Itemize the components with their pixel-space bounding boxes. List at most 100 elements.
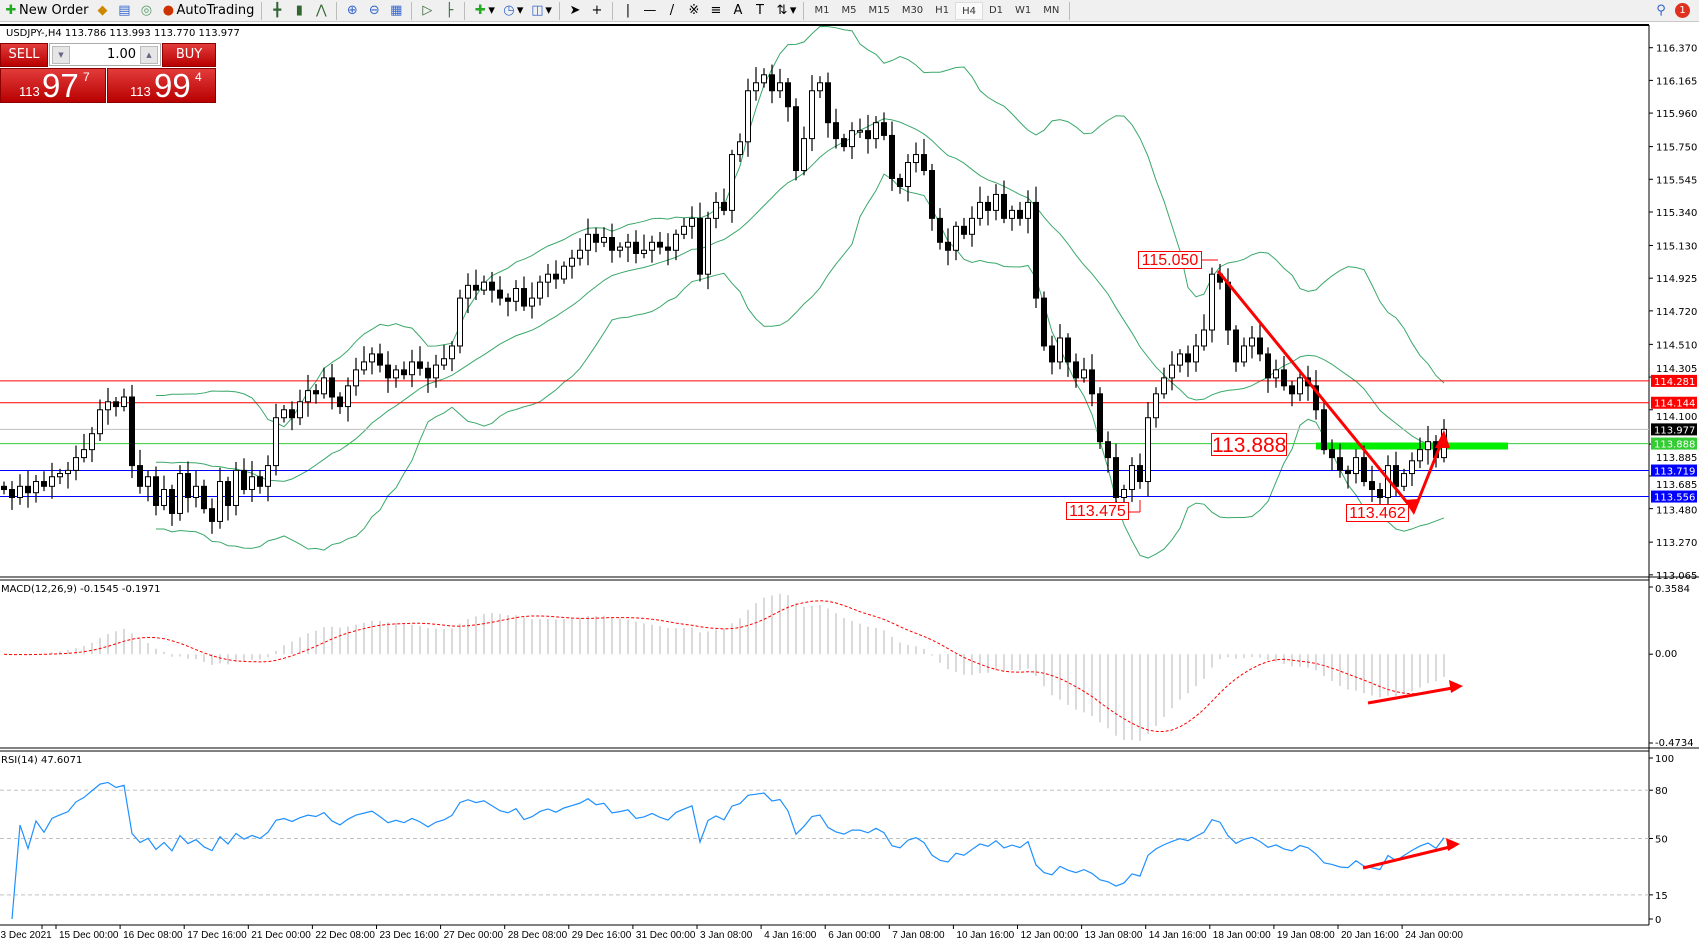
- terminal-button[interactable]: ▤: [113, 1, 135, 21]
- lot-size-field[interactable]: ▼ 1.00 ▲: [49, 43, 161, 66]
- line-chart-button[interactable]: ⋀: [310, 1, 332, 21]
- candle-body: [553, 273, 559, 280]
- sell-price-pips: 97: [42, 67, 79, 104]
- time-tick-label: 17 Dec 16:00: [187, 930, 247, 941]
- candle-body: [33, 481, 39, 494]
- price-tick-label: 116.370: [1656, 44, 1697, 55]
- support-price-label[interactable]: 113.888: [1211, 433, 1287, 457]
- low-price-label[interactable]: 113.475: [1066, 502, 1129, 520]
- timeframe-d1[interactable]: D1: [988, 4, 1004, 16]
- zoom-out-icon: ⊖: [368, 2, 380, 18]
- timeframe-h1[interactable]: H1: [935, 4, 950, 16]
- autotrading-button[interactable]: ● AutoTrading: [157, 1, 257, 21]
- candle-body: [1401, 473, 1407, 487]
- indicators-button[interactable]: ✚ ▾: [469, 1, 498, 21]
- cursor-button[interactable]: ➤: [564, 1, 586, 21]
- candle: [569, 249, 575, 279]
- auto-scroll-button[interactable]: ▷: [416, 1, 438, 21]
- high-price-label[interactable]: 115.050: [1138, 251, 1202, 269]
- level-price-badge[interactable]: [1651, 374, 1697, 387]
- chart-shift-button[interactable]: ├: [438, 1, 460, 21]
- metaeditor-button[interactable]: ◆: [91, 1, 113, 21]
- periods-button[interactable]: ◷ ▾: [498, 1, 527, 21]
- candle: [985, 195, 991, 226]
- channel-button[interactable]: ※: [683, 1, 705, 21]
- candle: [113, 397, 119, 417]
- vertical-line-button[interactable]: |: [617, 1, 639, 21]
- signals-button[interactable]: ◎: [135, 1, 157, 21]
- level-price-badge[interactable]: [1651, 437, 1697, 450]
- candle: [1185, 345, 1191, 377]
- new-order-button[interactable]: ✚ New Order: [0, 1, 91, 21]
- time-tick-label: 19 Jan 08:00: [1277, 930, 1335, 941]
- trendline-button[interactable]: /: [661, 1, 683, 21]
- candle: [1145, 402, 1151, 497]
- horizontal-line-button[interactable]: —: [639, 1, 661, 21]
- candle: [961, 217, 967, 240]
- candle: [385, 351, 391, 393]
- candle: [681, 217, 687, 240]
- zoom-in-button[interactable]: ⊕: [341, 1, 363, 21]
- templates-button[interactable]: ◫ ▾: [531, 2, 552, 19]
- candle: [313, 384, 319, 404]
- lot-decrease-button[interactable]: ▼: [52, 46, 70, 64]
- candle-body: [513, 288, 519, 302]
- candle-chart-button[interactable]: ▮: [288, 1, 310, 21]
- candle: [841, 133, 847, 152]
- timeframe-m30[interactable]: M30: [901, 4, 924, 16]
- toolbar: ✚ New Order ◆ ▤ ◎ ● AutoTrading ╋ ▮ ⋀ ⊕ ⊖ …: [0, 0, 1699, 22]
- arrowhead-icon: [1435, 430, 1450, 448]
- crosshair-button[interactable]: +: [586, 1, 608, 21]
- candle-body: [1161, 377, 1167, 395]
- level-price-badge[interactable]: [1651, 490, 1697, 503]
- level-price-badge[interactable]: [1651, 464, 1697, 477]
- level-price-badge[interactable]: [1651, 423, 1697, 436]
- timeframe-w1[interactable]: W1: [1015, 4, 1032, 16]
- arrows-button[interactable]: ⇅ ▾: [771, 1, 800, 21]
- separator: [336, 1, 338, 20]
- add-indicator-icon: ✚: [474, 2, 486, 18]
- level-price-badge[interactable]: [1651, 396, 1697, 409]
- candle: [1425, 425, 1431, 465]
- candle-body: [953, 225, 959, 251]
- rsi-tick-label: 50: [1655, 835, 1668, 846]
- timeframe-m5[interactable]: M5: [841, 4, 857, 16]
- lot-increase-button[interactable]: ▲: [140, 46, 158, 64]
- buy-price-button[interactable]: 113 99 4: [107, 67, 216, 104]
- clock-icon: ◷: [503, 2, 515, 18]
- text-label-button[interactable]: T: [749, 1, 771, 21]
- tile-windows-button[interactable]: ▦: [385, 1, 407, 21]
- search-button[interactable]: ⚲: [1650, 1, 1672, 21]
- candle: [401, 361, 407, 380]
- candle: [409, 349, 415, 388]
- timeframe-h4[interactable]: H4: [955, 1, 983, 20]
- candle: [1049, 335, 1055, 375]
- candle: [1345, 465, 1351, 489]
- lot-size-value[interactable]: 1.00: [107, 47, 136, 62]
- notification-badge: 1: [1675, 3, 1690, 18]
- fibonacci-button[interactable]: ≡: [705, 1, 727, 21]
- notifications-button[interactable]: 1: [1672, 1, 1693, 21]
- zoom-out-button[interactable]: ⊖: [363, 1, 385, 21]
- bar-chart-button[interactable]: ╋: [266, 1, 288, 21]
- time-tick-label: 12 Jan 00:00: [1021, 930, 1079, 941]
- candle-body: [625, 241, 631, 248]
- buy-price-fraction: 4: [195, 70, 202, 84]
- candle-body: [201, 485, 207, 510]
- candle: [529, 282, 535, 319]
- sell-price-button[interactable]: 113 97 7: [0, 67, 106, 104]
- candle-body: [1025, 201, 1031, 219]
- timeframe-m15[interactable]: M15: [868, 4, 890, 16]
- buy-button[interactable]: BUY: [162, 43, 216, 67]
- recent-low-price-label[interactable]: 113.462: [1346, 504, 1409, 522]
- tile-icon: ▦: [390, 2, 403, 18]
- timeframe-mn[interactable]: MN: [1043, 4, 1060, 16]
- time-tick-label: 21 Dec 00:00: [251, 930, 311, 941]
- time-tick-label: 3 Jan 08:00: [700, 930, 753, 941]
- candle-body: [1257, 337, 1263, 355]
- text-button[interactable]: A: [727, 1, 749, 21]
- timeframe-m1[interactable]: M1: [814, 4, 830, 16]
- candle: [897, 173, 903, 194]
- sell-button[interactable]: SELL: [0, 43, 48, 67]
